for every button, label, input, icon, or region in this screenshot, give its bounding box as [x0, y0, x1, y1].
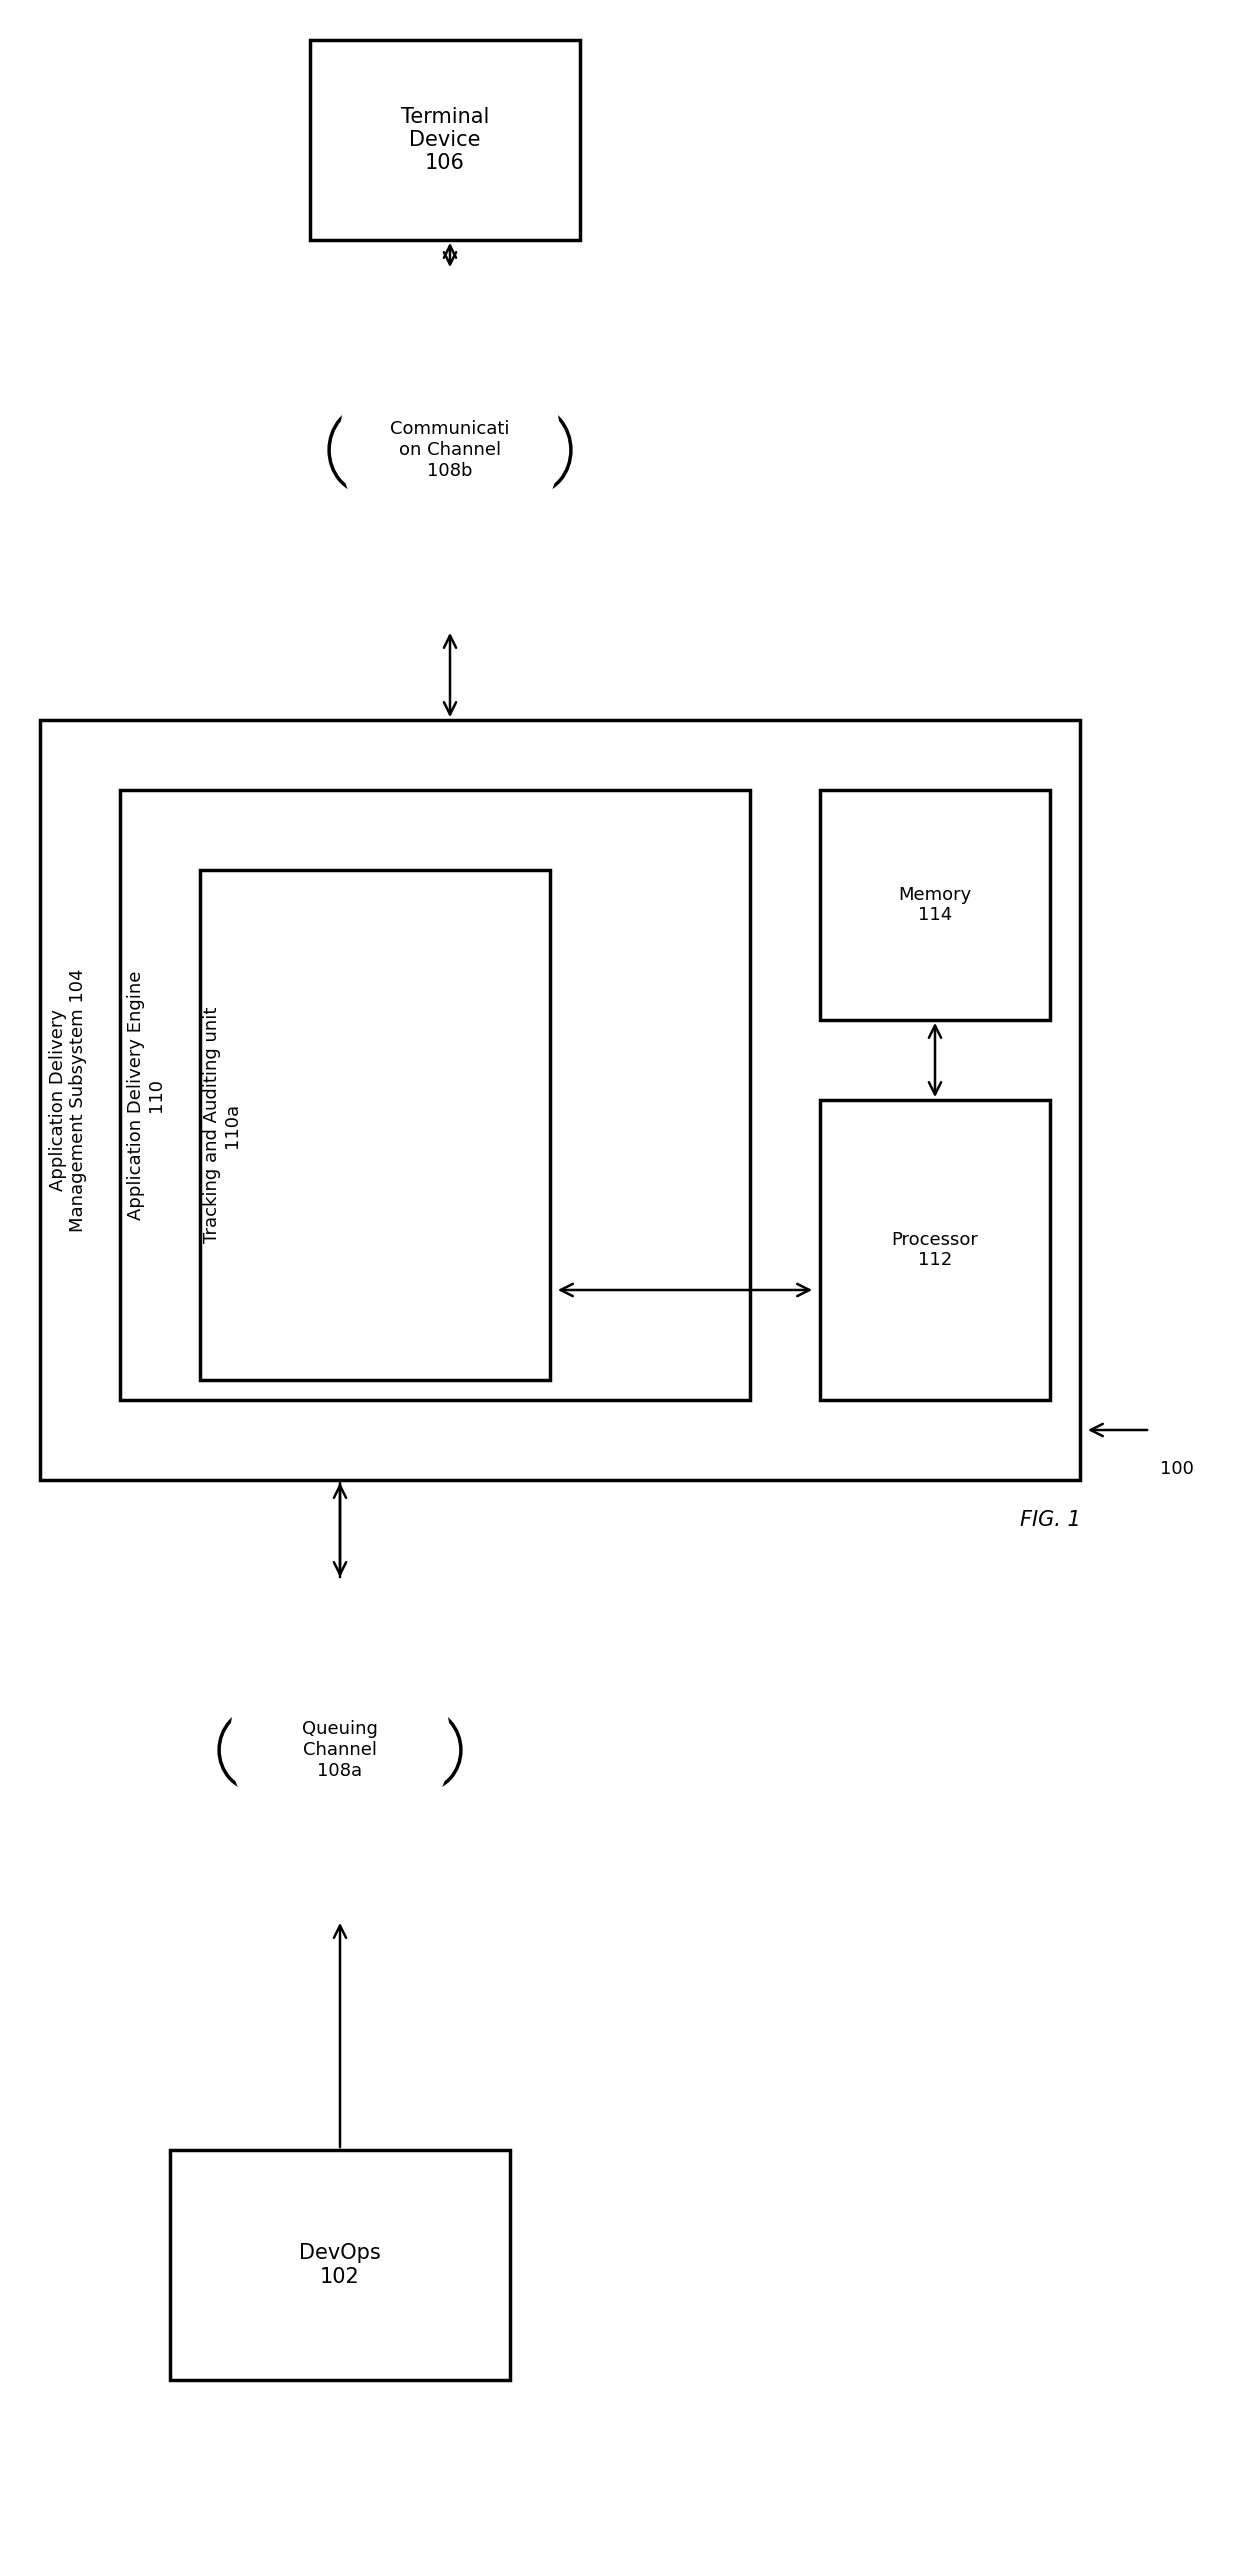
Ellipse shape	[262, 1762, 340, 1834]
Ellipse shape	[347, 1664, 432, 1754]
Ellipse shape	[329, 408, 402, 493]
Ellipse shape	[372, 465, 450, 539]
Text: Memory
114: Memory 114	[898, 886, 972, 924]
Ellipse shape	[392, 444, 508, 539]
Text: Terminal
Device
106: Terminal Device 106	[401, 108, 490, 172]
Bar	[40, 719, 1080, 1479]
Ellipse shape	[249, 1664, 332, 1754]
Text: Application Delivery Engine
110: Application Delivery Engine 110	[126, 971, 165, 1220]
Text: Queuing
Channel
108a: Queuing Channel 108a	[303, 1721, 378, 1780]
Ellipse shape	[372, 349, 528, 534]
Ellipse shape	[388, 1710, 461, 1790]
Bar	[200, 871, 551, 1379]
Ellipse shape	[219, 1710, 291, 1790]
Text: Tracking and Auditing unit
110a: Tracking and Auditing unit 110a	[202, 1007, 242, 1243]
Text: Application Delivery
Management Subsystem 104: Application Delivery Management Subsyste…	[48, 968, 87, 1233]
Ellipse shape	[360, 360, 443, 455]
Text: DevOps
102: DevOps 102	[299, 2244, 381, 2286]
Bar	[820, 791, 1050, 1019]
Text: FIG. 1: FIG. 1	[1019, 1510, 1080, 1531]
Ellipse shape	[290, 1631, 389, 1733]
Ellipse shape	[229, 1623, 450, 1862]
Text: Communicati
on Channel
108b: Communicati on Channel 108b	[391, 421, 510, 480]
Bar	[120, 791, 750, 1400]
Ellipse shape	[498, 408, 570, 493]
Ellipse shape	[450, 465, 528, 539]
Text: 100: 100	[1159, 1461, 1194, 1479]
Ellipse shape	[262, 1654, 418, 1831]
Bar	[170, 2149, 510, 2381]
Ellipse shape	[401, 324, 500, 434]
Ellipse shape	[340, 1762, 418, 1834]
Text: Processor
112: Processor 112	[892, 1230, 978, 1269]
Ellipse shape	[281, 1746, 398, 1834]
Ellipse shape	[458, 360, 541, 455]
Bar	[820, 1099, 1050, 1400]
Ellipse shape	[340, 313, 560, 570]
Bar	[310, 41, 580, 239]
